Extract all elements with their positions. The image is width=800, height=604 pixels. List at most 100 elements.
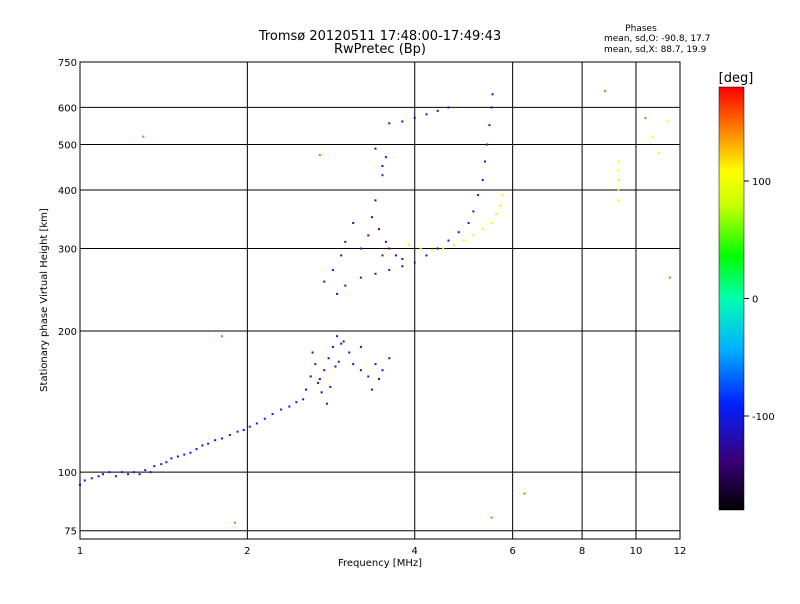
echo-point (327, 357, 330, 360)
echo-point (378, 378, 381, 381)
echo-point (374, 363, 377, 366)
echo-point (183, 453, 186, 456)
echo-point (666, 120, 669, 123)
echo-point (494, 213, 497, 216)
echo-point (311, 351, 314, 354)
echo-point (189, 451, 192, 454)
echo-point (352, 222, 355, 225)
echo-point (114, 475, 117, 478)
colorbar-tick-label: 100 (752, 177, 771, 188)
echo-point (617, 188, 620, 191)
echo-point (388, 357, 391, 360)
echo-point (488, 124, 491, 127)
echo-point (491, 93, 494, 96)
y-axis-ticks: 75 100 200 300 400 500 600 750 (58, 58, 77, 538)
echo-point (228, 434, 231, 437)
echo-point (381, 174, 384, 177)
echo-point (207, 442, 210, 445)
echo-point (370, 388, 373, 391)
echo-point (331, 345, 334, 348)
echo-point (317, 381, 320, 384)
echo-point (425, 113, 428, 116)
colorbar-label: [deg] (719, 71, 754, 86)
echo-point (431, 248, 434, 251)
echo-point (381, 164, 384, 167)
echo-point (413, 261, 416, 264)
echo-point (425, 254, 428, 257)
echo-point (108, 471, 111, 474)
echo-point (374, 272, 377, 275)
echo-point (331, 268, 334, 271)
echo-point (97, 475, 100, 478)
echo-point (523, 492, 526, 495)
echo-point (436, 247, 439, 250)
echo-point (367, 234, 370, 237)
x-tick-label: 1 (77, 546, 83, 557)
echo-point (201, 444, 204, 447)
echo-point (127, 473, 130, 476)
echo-point (325, 402, 328, 405)
chart-subtitle: RwPretec (Bp) (334, 42, 426, 57)
echo-point (359, 247, 362, 250)
colorbar (718, 86, 745, 511)
x-axis-ticks: 1 2 4 6 8 10 12 (77, 546, 687, 557)
x-tick-label: 6 (509, 546, 515, 557)
echo-point (309, 375, 312, 378)
echo-point (160, 463, 163, 466)
echo-point (486, 143, 489, 146)
plot-frame (79, 61, 681, 540)
echo-point (472, 210, 475, 213)
echo-point (462, 239, 465, 242)
echo-point (271, 413, 274, 416)
echo-point (359, 369, 362, 372)
echo-point (668, 276, 671, 279)
echo-point (367, 375, 370, 378)
echo-point (337, 360, 340, 363)
echo-point (407, 244, 410, 247)
echo-point (651, 135, 654, 138)
echo-point (604, 90, 607, 93)
y-axis-label: Stationary phase Virtual Height [km] (39, 208, 50, 392)
echo-point (370, 216, 373, 219)
echo-point (472, 234, 475, 237)
echo-point (336, 335, 339, 338)
phase-stats-x-mode: mean, sd,X: 88.7, 19.9 (604, 45, 707, 55)
x-tick-label: 10 (630, 546, 643, 557)
echo-point (388, 268, 391, 271)
echo-point (334, 365, 337, 368)
echo-point (452, 244, 455, 247)
echo-point (359, 276, 362, 279)
colorbar-ticks: 100 0 -100 (744, 177, 775, 423)
echo-point (401, 257, 404, 260)
echo-point (436, 109, 439, 112)
echo-point (323, 369, 326, 372)
echo-point (263, 417, 266, 420)
echo-point (442, 247, 445, 250)
echo-point (90, 477, 93, 480)
echo-point (657, 151, 660, 154)
echo-point (359, 345, 362, 348)
echo-point (394, 254, 397, 257)
echo-point (447, 239, 450, 242)
x-axis-label: Frequency [MHz] (338, 558, 422, 569)
y-tick-label: 75 (64, 527, 77, 538)
echo-point (314, 363, 317, 366)
echo-point (374, 199, 377, 202)
echo-point (340, 342, 343, 345)
echo-point (121, 471, 124, 474)
echo-point (255, 422, 258, 425)
echo-point (384, 156, 387, 159)
x-tick-label: 12 (674, 546, 687, 557)
echo-points (79, 90, 671, 524)
echo-point (295, 401, 298, 404)
echo-point (323, 280, 326, 283)
echo-point (617, 160, 620, 163)
echo-point (288, 405, 291, 408)
chart-title: Tromsø 20120511 17:48:00-17:49:43 (258, 29, 501, 44)
echo-point (320, 391, 323, 394)
echo-point (401, 265, 404, 268)
y-tick-label: 100 (58, 468, 77, 479)
echo-point (233, 521, 236, 524)
echo-point (176, 455, 179, 458)
echo-point (617, 169, 620, 172)
